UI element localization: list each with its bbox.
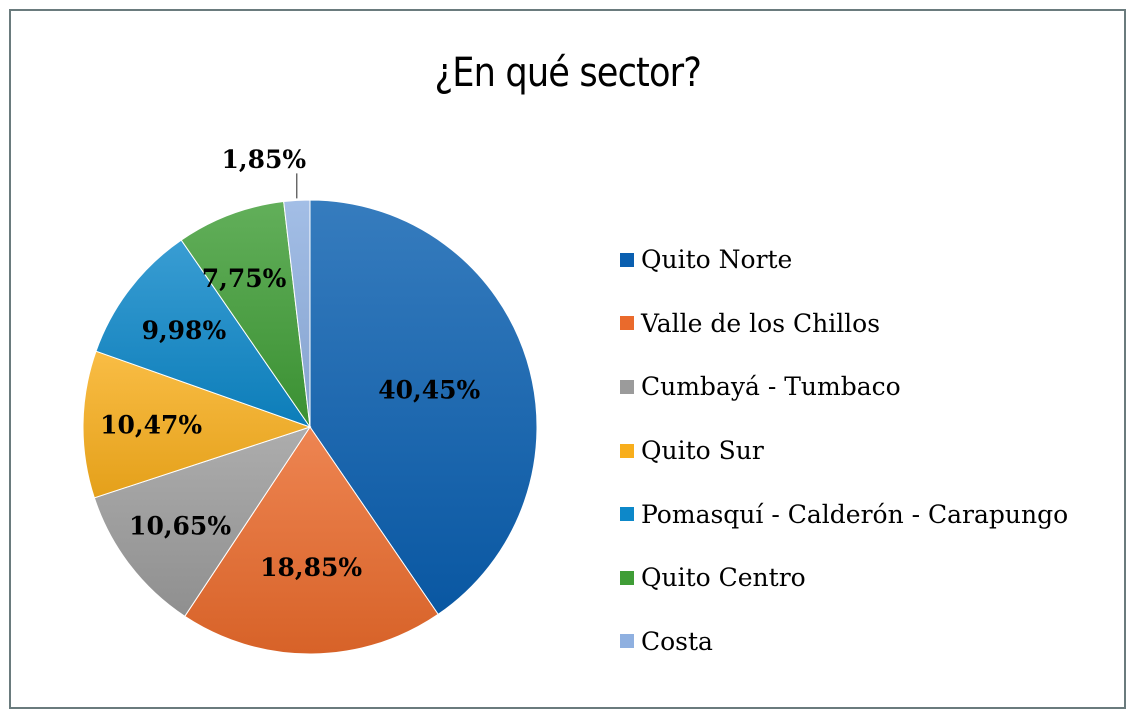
legend-item-valle-de-los-chillos: Valle de los Chillos [620, 292, 1120, 356]
legend-swatch [620, 379, 634, 394]
data-label-cumbaya-tumbaco: 10,65% [129, 512, 231, 541]
legend-swatch [620, 570, 634, 585]
legend-label: Valle de los Chillos [641, 308, 881, 338]
legend-label: Costa [641, 626, 713, 656]
pie-slice-quito-sur [82, 350, 312, 499]
data-label-quito-norte: 40,45% [378, 376, 480, 405]
legend-item-costa: Costa [620, 610, 1120, 674]
pie-slice-cumbaya-tumbaco [93, 426, 312, 618]
pie-slice-valle-de-los-chillos [184, 426, 439, 655]
legend-label: Quito Norte [641, 245, 793, 275]
legend-item-cumbaya-tumbaco: Cumbayá - Tumbaco [620, 355, 1120, 419]
legend-swatch [620, 316, 634, 331]
legend-swatch [620, 634, 634, 649]
legend-label: Quito Sur [641, 436, 764, 466]
legend-item-quito-norte: Quito Norte [620, 228, 1120, 292]
legend-label: Cumbayá - Tumbaco [641, 372, 901, 402]
pie-slice-pomasqui-calderon-carapungo [95, 239, 312, 428]
pie-slice-quito-norte [309, 199, 538, 616]
legend-swatch [620, 443, 634, 458]
data-label-pomasqui-calderon-carapungo: 9,98% [142, 316, 227, 345]
legend-item-quito-centro: Quito Centro [620, 546, 1120, 610]
chart-legend: Quito Norte Valle de los Chillos Cumbayá -… [620, 228, 1120, 673]
legend-label: Quito Centro [641, 563, 806, 593]
legend-label: Pomasquí - Calderón - Carapungo [641, 499, 1069, 529]
pie-slice-costa [283, 199, 311, 428]
data-label-valle-de-los-chillos: 18,85% [260, 553, 362, 582]
legend-swatch [620, 507, 634, 522]
legend-item-pomasqui-calderon-carapungo: Pomasquí - Calderón - Carapungo [620, 482, 1120, 546]
data-label-costa: 1,85% [221, 145, 306, 174]
chart-title: ¿En qué sector? [434, 50, 702, 96]
data-label-quito-centro: 7,75% [202, 264, 287, 293]
legend-item-quito-sur: Quito Sur [620, 419, 1120, 483]
legend-swatch [620, 252, 634, 267]
pie-slice-quito-centro [180, 200, 311, 428]
data-label-quito-sur: 10,47% [100, 411, 202, 440]
